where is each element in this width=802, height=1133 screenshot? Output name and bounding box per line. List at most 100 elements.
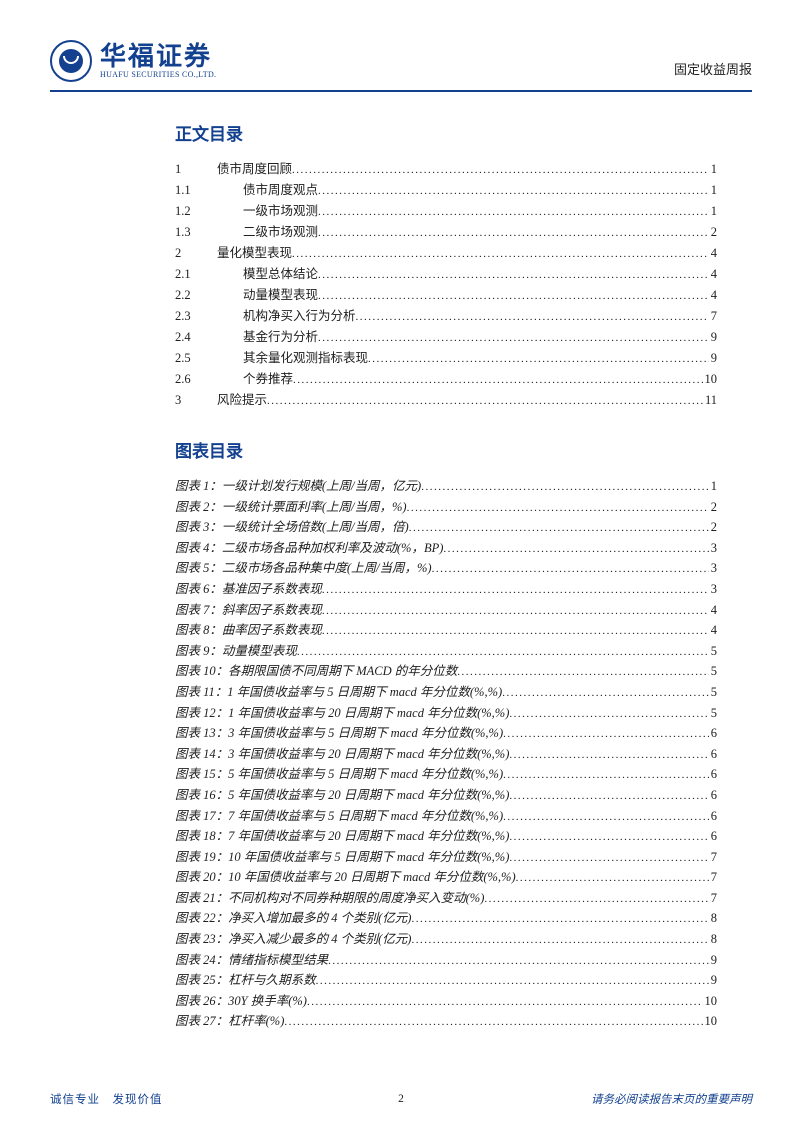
toc-page: 9 <box>709 348 717 369</box>
figure-dots <box>503 726 709 744</box>
toc-label: 其余量化观测指标表现 <box>243 348 368 369</box>
logo-text: 华福证券 HUAFU SECURITIES CO.,LTD. <box>100 42 216 79</box>
toc-list: 1债市周度回顾11.1债市周度观点11.2一级市场观测11.3二级市场观测22量… <box>175 159 717 411</box>
toc-page: 10 <box>703 369 718 390</box>
toc-label: 一级市场观测 <box>243 201 318 222</box>
figure-page: 5 <box>709 703 717 723</box>
toc-row: 2.1模型总体结论 4 <box>175 264 717 285</box>
toc-num: 2.4 <box>175 327 243 348</box>
figure-label: 图表 1：一级计划发行规模(上周/当周，亿元) <box>175 476 421 496</box>
figure-label: 图表 27：杠杆率(%) <box>175 1011 284 1031</box>
toc-page: 4 <box>709 243 717 264</box>
figure-dots <box>484 891 708 909</box>
figure-row: 图表 7：斜率因子系数表现4 <box>175 600 717 621</box>
toc-dots <box>368 350 709 368</box>
toc-page: 11 <box>703 390 717 411</box>
figure-row: 图表 11：1 年国债收益率与 5 日周期下 macd 年分位数(%,%)5 <box>175 682 717 703</box>
figure-row: 图表 1：一级计划发行规模(上周/当周，亿元) 1 <box>175 476 717 497</box>
toc-num: 1 <box>175 159 217 180</box>
figure-page: 9 <box>709 970 717 990</box>
figure-row: 图表 6：基准因子系数表现3 <box>175 579 717 600</box>
content-area: 正文目录 1债市周度回顾11.1债市周度观点11.2一级市场观测11.3二级市场… <box>50 120 752 1032</box>
figure-page: 2 <box>709 517 717 537</box>
toc-dots <box>318 203 709 221</box>
figure-dots <box>409 520 709 538</box>
figure-label: 图表 25：杠杆与久期系数 <box>175 970 316 990</box>
figure-page: 9 <box>709 950 717 970</box>
figure-row: 图表 18：7 年国债收益率与 20 日周期下 macd 年分位数(%,%) 6 <box>175 826 717 847</box>
figure-label: 图表 13：3 年国债收益率与 5 日周期下 macd 年分位数(%,%) <box>175 723 503 743</box>
figure-label: 图表 12：1 年国债收益率与 20 日周期下 macd 年分位数(%,%) <box>175 703 509 723</box>
figure-page: 5 <box>709 682 717 702</box>
figure-label: 图表 21：不同机构对不同券种期限的周度净买入变动(%) <box>175 888 484 908</box>
figure-dots <box>503 809 709 827</box>
figure-page: 6 <box>709 826 717 846</box>
toc-dots <box>318 287 709 305</box>
figure-page: 4 <box>709 620 717 640</box>
toc-num: 2.3 <box>175 306 243 327</box>
toc-row: 2.4基金行为分析9 <box>175 327 717 348</box>
figure-dots <box>509 850 708 868</box>
figure-label: 图表 4：二级市场各品种加权利率及波动(%，BP) <box>175 538 443 558</box>
figure-row: 图表 4：二级市场各品种加权利率及波动(%，BP)3 <box>175 538 717 559</box>
figure-row: 图表 9：动量模型表现 5 <box>175 641 717 662</box>
figure-dots <box>411 911 708 929</box>
toc-dots <box>292 161 709 179</box>
footer-disclaimer: 请务必阅读报告末页的重要声明 <box>591 1091 752 1107</box>
figure-dots <box>509 747 708 765</box>
toc-num: 1.1 <box>175 180 243 201</box>
toc-num: 2.5 <box>175 348 243 369</box>
toc-page: 4 <box>709 264 717 285</box>
figure-row: 图表 15：5 年国债收益率与 5 日周期下 macd 年分位数(%,%)6 <box>175 764 717 785</box>
toc-page: 1 <box>709 159 717 180</box>
figure-row: 图表 10：各期限国债不同周期下 MACD 的年分位数5 <box>175 661 717 682</box>
figure-label: 图表 10：各期限国债不同周期下 MACD 的年分位数 <box>175 661 457 681</box>
figure-row: 图表 5：二级市场各品种集中度(上周/当周，%)3 <box>175 558 717 579</box>
figure-row: 图表 14：3 年国债收益率与 20 日周期下 macd 年分位数(%,%)6 <box>175 744 717 765</box>
toc-row: 2.3机构净买入行为分析7 <box>175 306 717 327</box>
toc-label: 风险提示 <box>217 390 267 411</box>
figure-label: 图表 7：斜率因子系数表现 <box>175 600 322 620</box>
figure-row: 图表 27：杠杆率(%)10 <box>175 1011 717 1032</box>
figure-page: 8 <box>709 908 717 928</box>
toc-num: 2.6 <box>175 369 243 390</box>
figure-row: 图表 13：3 年国债收益率与 5 日周期下 macd 年分位数(%,%)6 <box>175 723 717 744</box>
toc-num: 2.2 <box>175 285 243 306</box>
toc-label: 债市周度回顾 <box>217 159 292 180</box>
figure-row: 图表 23：净买入减少最多的 4 个类别(亿元)8 <box>175 929 717 950</box>
figure-label: 图表 6：基准因子系数表现 <box>175 579 322 599</box>
figure-label: 图表 18：7 年国债收益率与 20 日周期下 macd 年分位数(%,%) <box>175 826 509 846</box>
figure-dots <box>316 973 709 991</box>
logo-cn: 华福证券 <box>100 42 216 71</box>
figure-row: 图表 22：净买入增加最多的 4 个类别(亿元) 8 <box>175 908 717 929</box>
figure-dots <box>443 541 708 559</box>
figure-dots <box>322 582 709 600</box>
figure-label: 图表 9：动量模型表现 <box>175 641 297 661</box>
toc-label: 量化模型表现 <box>217 243 292 264</box>
logo-icon <box>50 40 92 82</box>
figure-dots <box>509 706 708 724</box>
figure-label: 图表 16：5 年国债收益率与 20 日周期下 macd 年分位数(%,%) <box>175 785 509 805</box>
toc-label: 模型总体结论 <box>243 264 318 285</box>
figure-label: 图表 5：二级市场各品种集中度(上周/当周，%) <box>175 558 432 578</box>
toc-row: 2.6个券推荐10 <box>175 369 717 390</box>
figure-dots <box>502 685 709 703</box>
toc-row: 3风险提示11 <box>175 390 717 411</box>
figure-dots <box>421 479 709 497</box>
figure-page: 1 <box>709 476 717 496</box>
figure-dots <box>297 644 709 662</box>
toc-num: 2 <box>175 243 217 264</box>
figure-page: 6 <box>709 744 717 764</box>
figure-page: 8 <box>709 929 717 949</box>
toc-num: 1.3 <box>175 222 243 243</box>
figure-label: 图表 22：净买入增加最多的 4 个类别(亿元) <box>175 908 411 928</box>
toc-dots <box>318 266 709 284</box>
figure-row: 图表 12：1 年国债收益率与 20 日周期下 macd 年分位数(%,%) 5 <box>175 703 717 724</box>
figure-row: 图表 24：情绪指标模型结果9 <box>175 950 717 971</box>
toc-num: 2.1 <box>175 264 243 285</box>
page-footer: 诚信专业 发现价值 2 请务必阅读报告末页的重要声明 <box>50 1091 752 1107</box>
logo-block: 华福证券 HUAFU SECURITIES CO.,LTD. <box>50 40 216 82</box>
toc-label: 机构净买入行为分析 <box>243 306 356 327</box>
figure-page: 5 <box>709 641 717 661</box>
toc-row: 1.1债市周度观点1 <box>175 180 717 201</box>
